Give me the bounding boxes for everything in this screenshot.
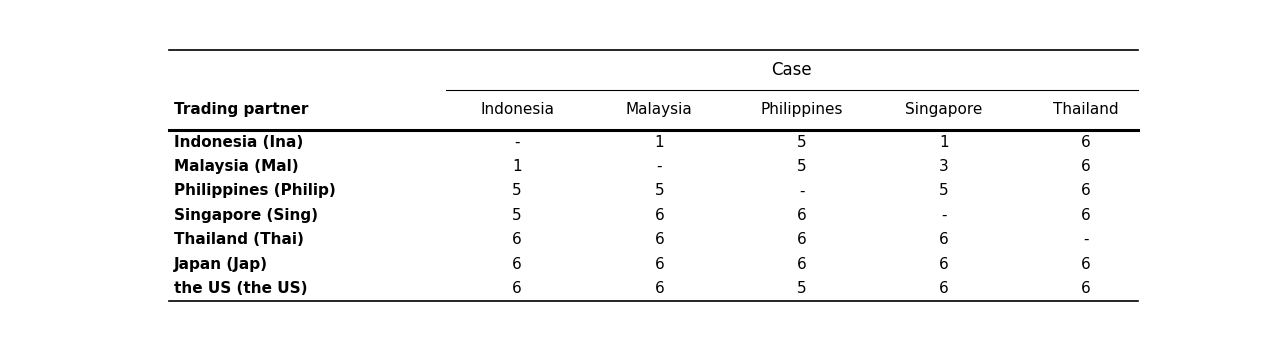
Text: 6: 6 — [513, 232, 521, 247]
Text: Japan (Jap): Japan (Jap) — [175, 257, 268, 272]
Text: -: - — [514, 135, 520, 150]
Text: -: - — [941, 208, 947, 223]
Text: 6: 6 — [797, 257, 807, 272]
Text: 6: 6 — [1081, 159, 1091, 174]
Text: 6: 6 — [654, 257, 664, 272]
Text: -: - — [799, 183, 805, 198]
Text: 5: 5 — [797, 135, 807, 150]
Text: Philippines (Philip): Philippines (Philip) — [175, 183, 335, 198]
Text: 6: 6 — [1081, 208, 1091, 223]
Text: -: - — [657, 159, 662, 174]
Text: Trading partner: Trading partner — [175, 102, 309, 117]
Text: 3: 3 — [940, 159, 949, 174]
Text: 1: 1 — [654, 135, 664, 150]
Text: 5: 5 — [797, 159, 807, 174]
Text: Thailand (Thai): Thailand (Thai) — [175, 232, 303, 247]
Text: Philippines: Philippines — [760, 102, 843, 117]
Text: 1: 1 — [940, 135, 949, 150]
Text: Indonesia (Ina): Indonesia (Ina) — [175, 135, 303, 150]
Text: 6: 6 — [940, 257, 949, 272]
Text: 1: 1 — [513, 159, 521, 174]
Text: 6: 6 — [797, 208, 807, 223]
Text: Singapore (Sing): Singapore (Sing) — [175, 208, 319, 223]
Text: 6: 6 — [513, 257, 521, 272]
Text: Malaysia: Malaysia — [626, 102, 692, 117]
Text: Indonesia: Indonesia — [481, 102, 555, 117]
Text: 6: 6 — [654, 208, 664, 223]
Text: Singapore: Singapore — [905, 102, 983, 117]
Text: 5: 5 — [513, 208, 521, 223]
Text: 6: 6 — [1081, 257, 1091, 272]
Text: Malaysia (Mal): Malaysia (Mal) — [175, 159, 298, 174]
Text: 6: 6 — [940, 281, 949, 296]
Text: 6: 6 — [940, 232, 949, 247]
Text: 5: 5 — [513, 183, 521, 198]
Text: 6: 6 — [654, 281, 664, 296]
Text: 6: 6 — [1081, 135, 1091, 150]
Text: 5: 5 — [940, 183, 949, 198]
Text: 6: 6 — [797, 232, 807, 247]
Text: the US (the US): the US (the US) — [175, 281, 307, 296]
Text: 5: 5 — [797, 281, 807, 296]
Text: 6: 6 — [1081, 183, 1091, 198]
Text: 6: 6 — [1081, 281, 1091, 296]
Text: 6: 6 — [654, 232, 664, 247]
Text: -: - — [1084, 232, 1089, 247]
Text: 5: 5 — [654, 183, 664, 198]
Text: 6: 6 — [513, 281, 521, 296]
Text: Case: Case — [771, 61, 812, 79]
Text: Thailand: Thailand — [1053, 102, 1119, 117]
